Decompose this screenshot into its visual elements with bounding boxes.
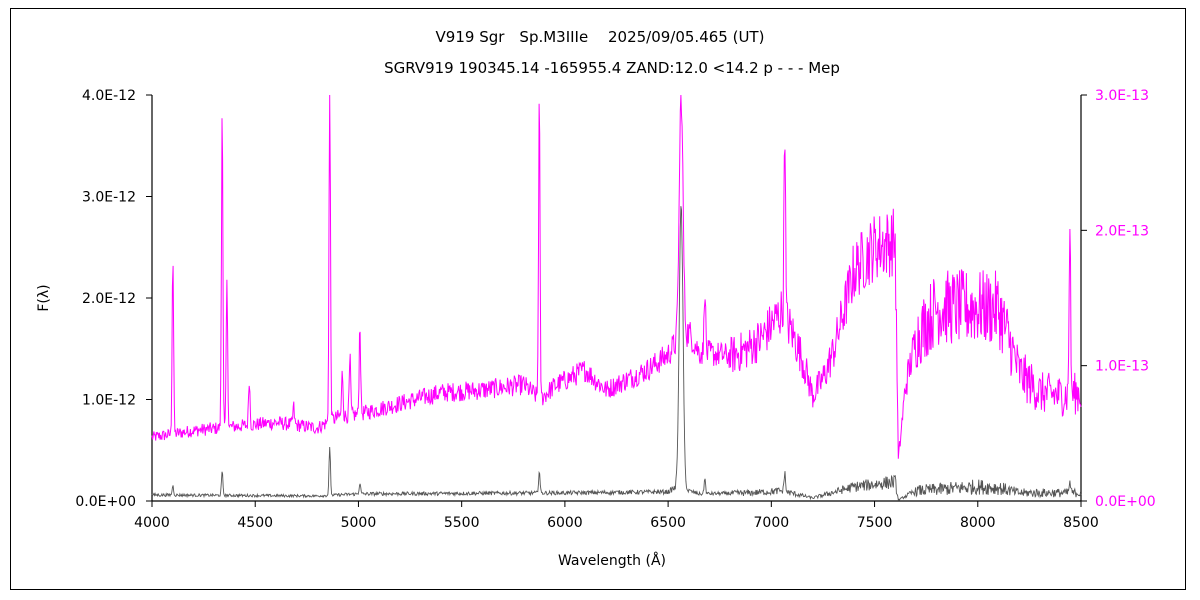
spectrum-series-right-axis [151,94,1082,459]
x-tick-label: 4500 [237,515,273,531]
ticks-layer: 4000 4500 5000 5500 6000 6500 7000 7500 8000 8500… [75,88,1155,531]
x-tick-label: 7500 [857,515,893,531]
x-tick-label: 5000 [341,515,377,531]
x-tick-label: 8500 [1063,515,1099,531]
y-left-tick-label: 4.0E-12 [82,88,136,104]
x-tick-label: 7000 [754,515,790,531]
y-right-tick-label: 3.0E-13 [1095,88,1149,104]
spectrum-series-left-axis [151,206,1082,501]
x-tick-label: 4000 [134,515,170,531]
y-left-tick-label: 2.0E-12 [82,291,136,307]
y-left-tick-label: 3.0E-12 [82,190,136,206]
y-left-tick-label: 1.0E-12 [82,393,136,409]
y-axis-label: F(λ) [36,284,52,311]
y-right-tick-label: 1.0E-13 [1095,359,1149,375]
y-right-tick-label: 2.0E-13 [1095,223,1149,239]
x-axis-label: Wavelength (Å) [558,552,666,569]
chart-title: V919 Sgr Sp.M3IIIe 2025/09/05.465 (UT) [436,28,765,46]
plot-area [151,95,1082,502]
x-tick-label: 6000 [547,515,583,531]
chart-subtitle: SGRV919 190345.14 -165955.4 ZAND:12.0 <1… [384,59,840,77]
y-left-tick-label: 0.0E+00 [75,494,136,510]
x-tick-label: 8000 [960,515,996,531]
series-layer [151,94,1082,501]
y-right-tick-label: 0.0E+00 [1095,494,1156,510]
x-tick-label: 6500 [650,515,686,531]
x-tick-label: 5500 [444,515,480,531]
